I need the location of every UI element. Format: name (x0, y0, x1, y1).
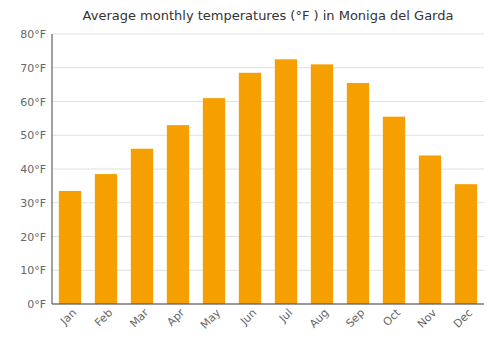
bar (419, 156, 441, 305)
bar (311, 64, 333, 304)
grid-line (52, 34, 484, 35)
y-axis-line (52, 34, 53, 304)
y-tick-label: 30°F (20, 197, 46, 210)
y-tick-label: 10°F (20, 264, 46, 277)
x-tick-label: Feb (92, 306, 115, 329)
bar (203, 98, 225, 304)
x-tick-label: Dec (451, 306, 475, 330)
x-tick-label: Oct (381, 306, 404, 329)
x-tick-label: Jun (237, 306, 259, 328)
bar (383, 117, 405, 304)
y-tick-label: 50°F (20, 129, 46, 142)
bar (455, 184, 477, 304)
bar (275, 59, 297, 304)
x-axis-ticks: Jan Feb Mar Apr May Jun Jul Aug Sep Oct Nov Dec (57, 306, 475, 332)
x-tick-label: Jan (57, 306, 79, 328)
x-tick-label: Aug (307, 306, 331, 330)
x-tick-label: Apr (165, 306, 188, 329)
grid-line (52, 135, 484, 136)
y-tick-label: 60°F (20, 96, 46, 109)
y-tick-label: 0°F (27, 298, 46, 311)
x-tick-label: Jul (276, 306, 295, 325)
x-axis-line (52, 304, 484, 305)
grid-line (52, 304, 484, 305)
chart-container: Average monthly temperatures (°F ) in Mo… (0, 0, 500, 350)
x-tick-label: May (198, 306, 224, 332)
chart-svg: Average monthly temperatures (°F ) in Mo… (0, 0, 500, 350)
bar (167, 125, 189, 304)
bar (347, 83, 369, 304)
bar (59, 191, 81, 304)
grid-line (52, 101, 484, 102)
bar (95, 174, 117, 304)
y-axis-ticks: 0°F 10°F 20°F 30°F 40°F 50°F 60°F 70°F 80°F (20, 28, 46, 311)
bar (131, 149, 153, 304)
x-tick-label: Nov (415, 306, 440, 331)
y-tick-label: 40°F (20, 163, 46, 176)
chart-title: Average monthly temperatures (°F ) in Mo… (83, 8, 454, 23)
bars (59, 59, 477, 304)
x-tick-label: Sep (343, 306, 367, 330)
y-tick-label: 70°F (20, 62, 46, 75)
x-tick-label: Mar (127, 306, 151, 330)
grid (52, 34, 484, 304)
grid-line (52, 67, 484, 68)
y-tick-label: 80°F (20, 28, 46, 41)
y-tick-label: 20°F (20, 231, 46, 244)
bar (239, 73, 261, 304)
